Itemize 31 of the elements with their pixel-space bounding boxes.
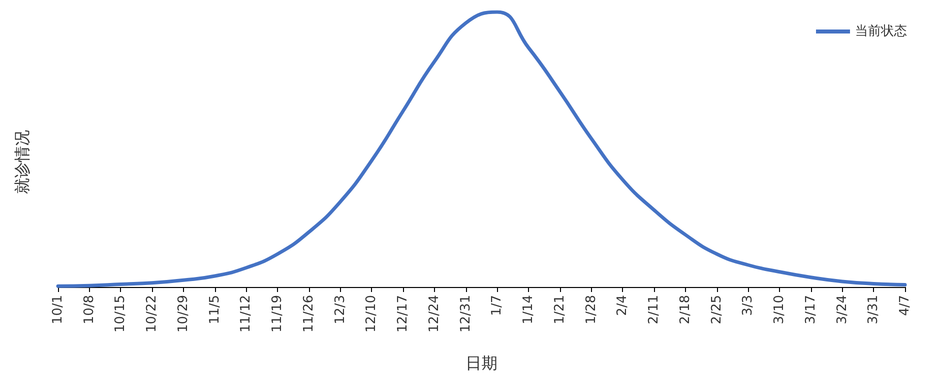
x-tick-label: 1/14	[521, 295, 536, 324]
x-tick-label: 10/22	[144, 295, 160, 332]
x-tick-label: 3/17	[803, 295, 818, 324]
x-tick-label: 11/5	[207, 295, 222, 324]
legend-label: 当前状态	[855, 24, 907, 39]
x-tick-label: 2/4	[615, 295, 630, 316]
x-tick-label: 10/15	[113, 295, 128, 332]
y-axis-title: 就诊情况	[12, 130, 32, 194]
x-tick-label: 4/7	[898, 295, 912, 316]
x-tick-label: 3/3	[740, 295, 756, 316]
x-tick-label: 11/26	[301, 295, 316, 332]
x-axis-title: 日期	[466, 354, 498, 372]
x-tick-label: 11/12	[238, 295, 254, 332]
x-tick-label: 12/31	[458, 295, 474, 332]
x-tick-label: 12/17	[396, 295, 411, 332]
x-tick-label: 2/18	[678, 295, 693, 324]
x-tick-label: 2/11	[646, 295, 662, 324]
x-tick-label: 10/1	[50, 295, 66, 324]
x-tick-label: 10/29	[176, 295, 191, 332]
x-tick-label: 3/24	[834, 295, 850, 324]
x-tick-label: 3/31	[866, 295, 882, 324]
x-tick-label: 1/7	[490, 295, 505, 316]
x-tick-label: 12/3	[332, 295, 348, 324]
x-tick-label: 1/28	[584, 295, 599, 324]
x-tick-label: 10/8	[82, 295, 97, 324]
x-tick-label: 3/10	[772, 295, 788, 324]
x-tick-label: 2/25	[709, 295, 724, 324]
x-tick-label: 12/10	[364, 295, 380, 332]
x-tick-label: 1/21	[552, 295, 568, 324]
x-tick-label: 12/24	[426, 295, 442, 332]
x-tick-label: 11/19	[270, 295, 286, 332]
